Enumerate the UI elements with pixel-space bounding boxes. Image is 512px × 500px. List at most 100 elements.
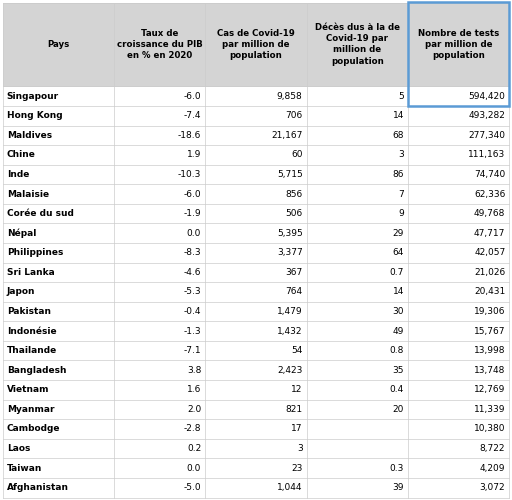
Text: -6.0: -6.0	[184, 190, 201, 198]
Text: 5,715: 5,715	[277, 170, 303, 179]
Text: 367: 367	[285, 268, 303, 277]
Bar	[3, 2, 509, 86]
Bar	[408, 2, 509, 106]
Text: Hong Kong: Hong Kong	[7, 112, 62, 120]
Text: Taiwan: Taiwan	[7, 464, 42, 472]
Bar	[3, 360, 509, 380]
Text: Corée du sud: Corée du sud	[7, 209, 74, 218]
Text: 62,336: 62,336	[474, 190, 505, 198]
Text: Philippines: Philippines	[7, 248, 63, 258]
Bar	[3, 164, 509, 184]
Text: 10,380: 10,380	[474, 424, 505, 434]
Bar	[3, 478, 509, 498]
Bar	[3, 322, 509, 341]
Text: -4.6: -4.6	[184, 268, 201, 277]
Text: 856: 856	[285, 190, 303, 198]
Text: 9,858: 9,858	[277, 92, 303, 100]
Bar	[3, 224, 509, 243]
Text: 3: 3	[398, 150, 404, 160]
Text: 277,340: 277,340	[468, 131, 505, 140]
Text: 14: 14	[393, 288, 404, 296]
Bar	[3, 419, 509, 439]
Text: 49: 49	[393, 326, 404, 336]
Text: 60: 60	[291, 150, 303, 160]
Text: -6.0: -6.0	[184, 92, 201, 100]
Text: 3,072: 3,072	[480, 483, 505, 492]
Text: 64: 64	[393, 248, 404, 258]
Text: 1.9: 1.9	[187, 150, 201, 160]
Text: -8.3: -8.3	[184, 248, 201, 258]
Text: Cambodge: Cambodge	[7, 424, 60, 434]
Text: 86: 86	[393, 170, 404, 179]
Text: Vietnam: Vietnam	[7, 386, 49, 394]
Bar	[3, 243, 509, 262]
Text: 12: 12	[291, 386, 303, 394]
Text: 47,717: 47,717	[474, 228, 505, 237]
Text: 20,431: 20,431	[474, 288, 505, 296]
Text: 21,167: 21,167	[271, 131, 303, 140]
Text: 35: 35	[393, 366, 404, 375]
Text: Nombre de tests
par million de
population: Nombre de tests par million de populatio…	[418, 29, 499, 60]
Bar	[3, 106, 509, 126]
Text: -1.3: -1.3	[184, 326, 201, 336]
Text: 13,748: 13,748	[474, 366, 505, 375]
Text: Malaisie: Malaisie	[7, 190, 49, 198]
Text: 20: 20	[393, 405, 404, 414]
Text: Japon: Japon	[7, 288, 35, 296]
Text: Décès dus à la de
Covid-19 par
million de
population: Décès dus à la de Covid-19 par million d…	[315, 24, 400, 66]
Text: Népal: Népal	[7, 228, 36, 238]
Text: -10.3: -10.3	[178, 170, 201, 179]
Text: 3,377: 3,377	[277, 248, 303, 258]
Bar	[3, 439, 509, 458]
Text: 0.3: 0.3	[390, 464, 404, 472]
Text: 0.8: 0.8	[390, 346, 404, 355]
Bar	[3, 380, 509, 400]
Text: 8,722: 8,722	[480, 444, 505, 453]
Text: 42,057: 42,057	[474, 248, 505, 258]
Text: -0.4: -0.4	[184, 307, 201, 316]
Text: 4,209: 4,209	[480, 464, 505, 472]
Text: 111,163: 111,163	[468, 150, 505, 160]
Text: 764: 764	[286, 288, 303, 296]
Text: 2.0: 2.0	[187, 405, 201, 414]
Text: 1.6: 1.6	[187, 386, 201, 394]
Text: Thailande: Thailande	[7, 346, 57, 355]
Text: Pays: Pays	[47, 40, 70, 49]
Text: 594,420: 594,420	[468, 92, 505, 100]
Text: 1,432: 1,432	[277, 326, 303, 336]
Text: -7.4: -7.4	[184, 112, 201, 120]
Text: 15,767: 15,767	[474, 326, 505, 336]
Text: 7: 7	[398, 190, 404, 198]
Bar	[3, 282, 509, 302]
Text: Chine: Chine	[7, 150, 35, 160]
Text: Laos: Laos	[7, 444, 30, 453]
Text: -18.6: -18.6	[178, 131, 201, 140]
Text: 821: 821	[286, 405, 303, 414]
Text: Maldives: Maldives	[7, 131, 52, 140]
Bar	[3, 86, 509, 106]
Text: Bangladesh: Bangladesh	[7, 366, 66, 375]
Bar	[3, 126, 509, 145]
Text: 0.0: 0.0	[187, 228, 201, 237]
Text: 5,395: 5,395	[277, 228, 303, 237]
Text: 74,740: 74,740	[474, 170, 505, 179]
Text: 49,768: 49,768	[474, 209, 505, 218]
Text: Singapour: Singapour	[7, 92, 59, 100]
Bar	[3, 400, 509, 419]
Text: Inde: Inde	[7, 170, 29, 179]
Text: 13,998: 13,998	[474, 346, 505, 355]
Text: 493,282: 493,282	[468, 112, 505, 120]
Text: -1.9: -1.9	[184, 209, 201, 218]
Text: Taux de
croissance du PIB
en % en 2020: Taux de croissance du PIB en % en 2020	[117, 29, 203, 60]
Text: -7.1: -7.1	[184, 346, 201, 355]
Text: 21,026: 21,026	[474, 268, 505, 277]
Text: 1,044: 1,044	[277, 483, 303, 492]
Text: Cas de Covid-19
par million de
population: Cas de Covid-19 par million de populatio…	[217, 29, 295, 60]
Text: -5.0: -5.0	[184, 483, 201, 492]
Text: Pakistan: Pakistan	[7, 307, 51, 316]
Text: 19,306: 19,306	[474, 307, 505, 316]
Text: 2,423: 2,423	[277, 366, 303, 375]
Text: 3: 3	[297, 444, 303, 453]
Text: Sri Lanka: Sri Lanka	[7, 268, 54, 277]
Text: 1,479: 1,479	[277, 307, 303, 316]
